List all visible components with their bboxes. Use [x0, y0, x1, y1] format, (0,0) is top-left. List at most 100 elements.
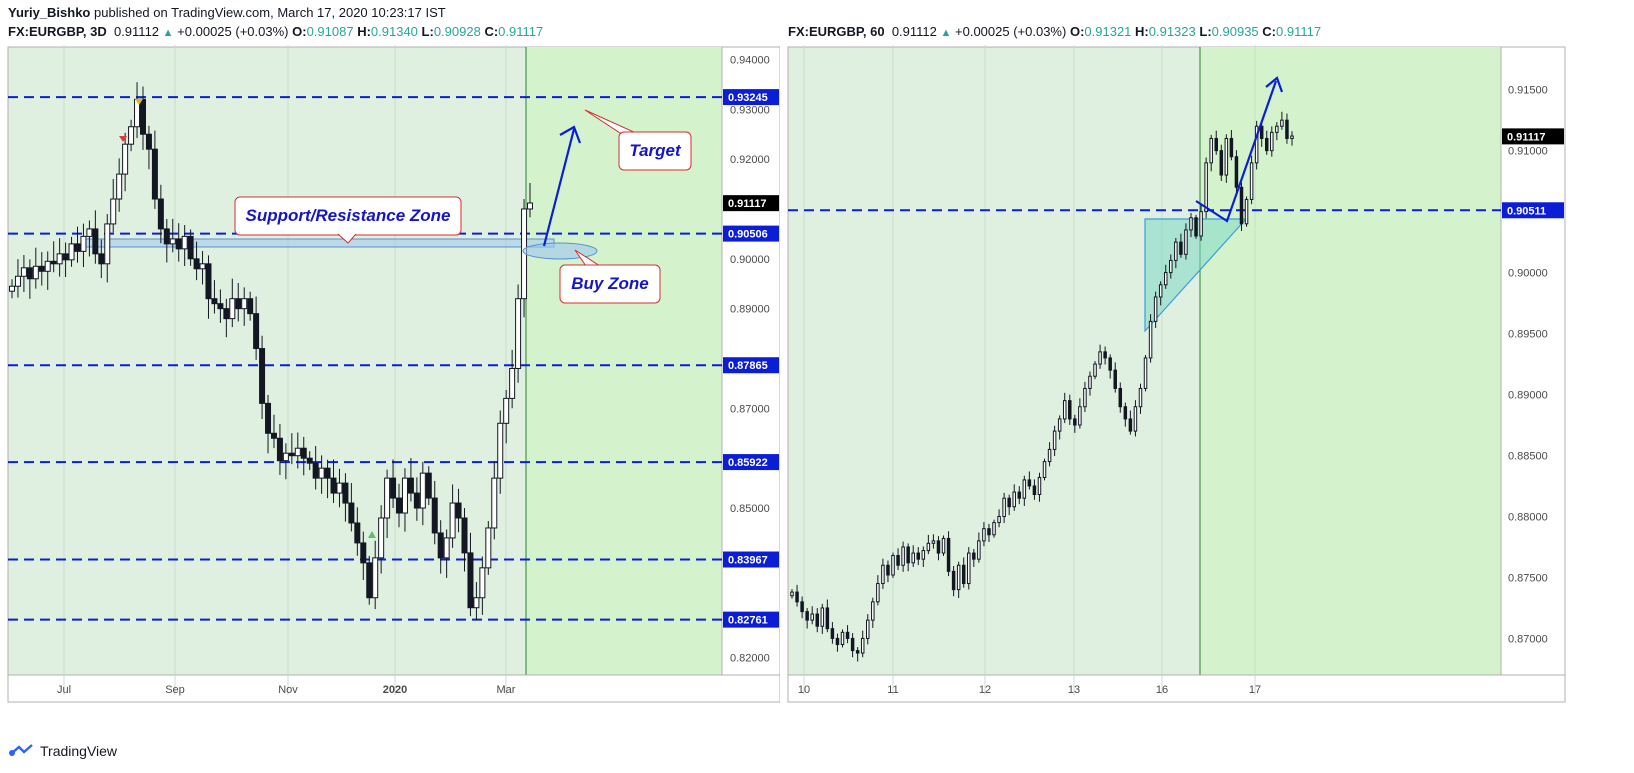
- left-low: 0.90928: [433, 24, 481, 39]
- left-symbol-line: FX:EURGBP, 3D 0.91112 ▲ +0.00025 (+0.03%…: [8, 24, 543, 39]
- right-close: 0.91117: [1276, 24, 1322, 39]
- candle-up: [80, 235, 87, 252]
- candle-down: [886, 564, 890, 576]
- level-tag: [723, 454, 779, 471]
- candle-down: [825, 607, 830, 630]
- up-triangle-icon: ▲: [162, 27, 174, 39]
- level-tag: [723, 611, 779, 628]
- candle-up: [419, 472, 426, 509]
- candle-up: [1189, 217, 1193, 231]
- candle-up: [20, 267, 27, 277]
- candle-up: [443, 537, 450, 559]
- candle-down: [845, 631, 850, 639]
- candle-up: [1204, 162, 1208, 213]
- candle-up: [941, 537, 946, 554]
- candle-up: [104, 223, 111, 265]
- left-chart[interactable]: 0.94000 0.93000 0.92000 0.90000 0.89000 0.870…: [0, 45, 780, 705]
- footer: TradingView: [8, 743, 117, 759]
- candle-down: [1007, 497, 1011, 508]
- publish-info: Yuriy_Bishko published on TradingView.co…: [8, 5, 446, 20]
- left-symbol[interactable]: FX:EURGBP, 3D: [8, 24, 107, 39]
- zone-callout-pointer: [337, 233, 357, 244]
- footer-brand[interactable]: TradingView: [40, 743, 118, 759]
- candle-down: [342, 482, 349, 504]
- candle-up: [32, 265, 39, 280]
- candle-down: [1219, 150, 1224, 176]
- arrowhead-icon: [559, 125, 582, 144]
- last-price-text: 0.91117: [1507, 131, 1546, 143]
- candle-down: [1259, 125, 1264, 139]
- candle-down: [815, 613, 820, 627]
- candle-down: [360, 542, 367, 564]
- last-price-tag: [1502, 128, 1564, 145]
- candle-down: [1113, 369, 1117, 389]
- candle-down: [163, 228, 170, 245]
- left-close: 0.91117: [498, 24, 544, 39]
- candle-up: [1244, 198, 1249, 225]
- candle-up: [384, 477, 391, 519]
- candle-up: [491, 477, 498, 529]
- candle-down: [205, 263, 212, 300]
- x-tick-label: 16: [1156, 684, 1168, 696]
- candle-down: [175, 238, 182, 250]
- tradingview-logo-icon: [9, 744, 33, 756]
- candle-down: [217, 303, 224, 310]
- left-high: 0.91340: [370, 24, 418, 39]
- right-h-label: H:: [1135, 24, 1149, 39]
- right-symbol[interactable]: FX:EURGBP, 60: [788, 24, 885, 39]
- candle-down: [1027, 479, 1032, 487]
- candle-up: [527, 202, 533, 210]
- candle-up: [891, 554, 895, 576]
- candle-down: [437, 532, 444, 559]
- buy-text: Buy Zone: [571, 274, 648, 293]
- right-xaxis-bg: [787, 674, 1566, 703]
- candle-up: [876, 583, 880, 603]
- x-tick-label: Nov: [278, 684, 298, 696]
- candle-up: [1098, 351, 1102, 365]
- candle-down: [276, 437, 283, 462]
- down-marker-icon: [135, 99, 143, 105]
- candle-up: [1022, 479, 1027, 499]
- y-tick-label: 0.94000: [730, 54, 770, 66]
- candle-up: [1270, 131, 1274, 152]
- candle-down: [1179, 241, 1183, 255]
- level-tag-text: 0.87865: [728, 360, 768, 372]
- candle-up: [1280, 119, 1284, 127]
- y-tick-label: 0.88000: [1508, 511, 1548, 523]
- candle-down: [425, 472, 432, 499]
- x-tick-label: Mar: [497, 684, 516, 696]
- candle-down: [906, 546, 910, 564]
- candle-down: [835, 637, 840, 646]
- candle-down: [855, 650, 860, 654]
- projection-arrow: [1195, 80, 1278, 223]
- candle-down: [916, 552, 921, 560]
- candle-up: [503, 397, 510, 424]
- level-tag: [723, 89, 779, 106]
- candle-up: [199, 263, 206, 270]
- candle-down: [145, 133, 152, 150]
- candle-up: [318, 467, 325, 479]
- candle-up: [866, 619, 870, 639]
- candle-up: [1133, 406, 1138, 432]
- y-tick-label: 0.90000: [1508, 268, 1548, 280]
- right-price: 0.91112: [891, 24, 937, 39]
- x-tick-label: 2020: [383, 684, 407, 696]
- candle-up: [881, 564, 885, 585]
- candle-up: [1174, 241, 1178, 261]
- candle-up: [9, 285, 15, 292]
- candle-down: [366, 562, 373, 599]
- author-name[interactable]: Yuriy_Bishko: [8, 5, 91, 20]
- right-chart[interactable]: 0.91500 0.91000 0.90000 0.89500 0.89000 0.885…: [780, 45, 1626, 705]
- right-axis-bg: [1500, 46, 1566, 676]
- candle-down: [324, 467, 331, 479]
- last-price-tag: [723, 195, 779, 212]
- candle-down: [1032, 485, 1037, 496]
- candle-up: [820, 607, 825, 627]
- left-open: 0.91087: [306, 24, 354, 39]
- right-symbol-line: FX:EURGBP, 60 0.91112 ▲ +0.00025 (+0.03%…: [788, 24, 1321, 39]
- candle-up: [1254, 125, 1259, 164]
- left-h-label: H:: [357, 24, 371, 39]
- candle-up: [1275, 125, 1279, 133]
- candle-down: [467, 552, 474, 609]
- candle-up: [911, 552, 915, 564]
